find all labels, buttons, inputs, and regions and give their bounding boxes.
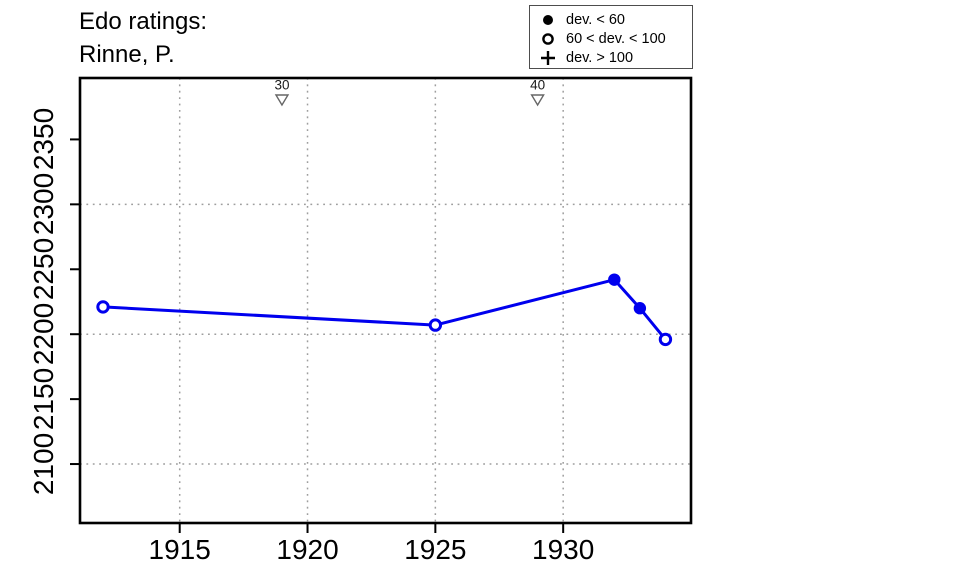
data-point-open [96, 300, 110, 314]
filled-circle-icon [530, 11, 566, 29]
legend-item-label: dev. < 60 [566, 11, 625, 28]
event-triangle-icon [530, 94, 545, 107]
data-point-open [428, 318, 443, 332]
legend-item-label: dev. > 100 [566, 49, 634, 66]
x-tick-label: 1920 [276, 534, 339, 565]
plot-border [78, 76, 693, 525]
data-point-filled [608, 273, 621, 286]
x-tick-label: 1930 [532, 534, 595, 565]
y-tick-label: 2350 [28, 108, 59, 171]
legend: dev. < 60 60 < dev. < 100 dev. > 100 [529, 5, 693, 69]
chart-title-line1: Edo ratings: [79, 8, 208, 35]
x-tick-label: 1915 [148, 534, 211, 565]
chart-title-line2: Rinne, P. [79, 41, 175, 68]
y-tick-label: 2200 [28, 303, 59, 366]
y-tick-label: 2250 [28, 238, 59, 301]
legend-item-dev-gt-100: dev. > 100 [530, 48, 692, 67]
event-triangle-icon [274, 94, 290, 107]
chart-title: Edo ratings: Rinne, P. [79, 5, 207, 71]
y-tick-label: 2150 [28, 367, 59, 431]
event-label: 40 [530, 77, 546, 93]
legend-item-dev-lt-60: dev. < 60 [530, 10, 692, 29]
legend-item-dev-60-100: 60 < dev. < 100 [530, 29, 692, 48]
open-circle-icon [530, 30, 566, 48]
x-tick-label: 1925 [404, 534, 467, 565]
data-point-open [658, 332, 673, 347]
y-tick-label: 2300 [28, 173, 59, 236]
y-tick-label: 2100 [28, 432, 59, 496]
rating-line [101, 278, 667, 341]
plus-icon [530, 49, 566, 67]
event-label: 30 [274, 77, 290, 93]
data-point-filled [633, 302, 647, 315]
legend-item-label: 60 < dev. < 100 [566, 30, 666, 47]
